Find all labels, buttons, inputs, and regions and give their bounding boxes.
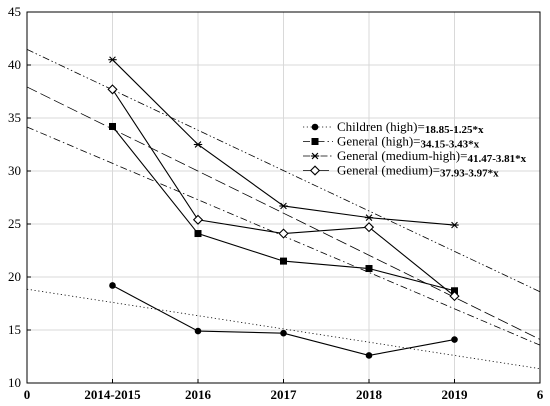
data-point [194,230,202,238]
data-point [449,291,460,302]
data-point [450,221,459,229]
y-tick-label: 10 [8,375,21,390]
x-tick-label: 2016 [185,387,212,402]
data-point [278,228,289,239]
data-point [192,214,204,225]
y-tick-label: 35 [8,110,21,125]
legend-label: General (high)=34.15-3.43*x [337,134,480,151]
axis-ticks: 0 2014-2015 2016 2017 2018 2019 6 10 15 20 25 30 35 4… [8,4,544,402]
y-tick-label: 40 [8,57,21,72]
y-tick-label: 20 [8,269,21,284]
data-point [363,222,375,233]
legend-entry-3: General (medium)=37.93-3.97*x [303,163,499,180]
series-0 [109,282,458,359]
x-tick-label: 0 [24,387,31,402]
legend-marker [311,138,319,145]
data-point [364,214,374,221]
series-2 [108,56,459,229]
legend-entry-2: General (medium-high)=41.47-3.81*x [303,148,527,165]
data-point [279,202,288,210]
y-tick-label: 15 [8,322,21,337]
x-tick-label: 2017 [271,387,298,402]
data-point [280,257,287,265]
data-point [194,327,202,335]
x-tick-label: 2014-2015 [84,387,141,402]
data-point [451,336,458,343]
legend-entry-1: General (high)=34.15-3.43*x [303,134,480,151]
legend-marker [311,123,319,131]
data-point [107,84,118,95]
x-tick-label: 2019 [442,387,469,402]
x-tick-label: 6 [537,387,544,402]
legend-marker [309,165,321,176]
data-point [365,265,373,273]
data-point [365,352,373,359]
legend-label: General (medium)=37.93-3.97*x [337,163,499,180]
y-tick-label: 45 [8,4,21,19]
legend-label: Children (high)=18.85-1.25*x [337,119,484,136]
data-point [109,282,116,289]
legend-label: General (medium-high)=41.47-3.81*x [337,148,527,165]
y-tick-label: 30 [8,163,21,178]
data-point [193,141,203,148]
grid [27,12,540,383]
y-tick-label: 25 [8,216,21,231]
data-point [109,122,116,130]
trend-line-0 [26,288,541,370]
series-3 [107,84,460,302]
legend-marker [310,152,320,160]
trend-line-2 [26,49,541,293]
data-point [280,329,287,337]
x-tick-label: 2018 [356,387,383,402]
data-point [108,56,117,64]
data-point [451,287,458,295]
series-1 [109,122,458,295]
data-series [107,56,460,359]
legend-entry-0: Children (high)=18.85-1.25*x [303,119,484,136]
